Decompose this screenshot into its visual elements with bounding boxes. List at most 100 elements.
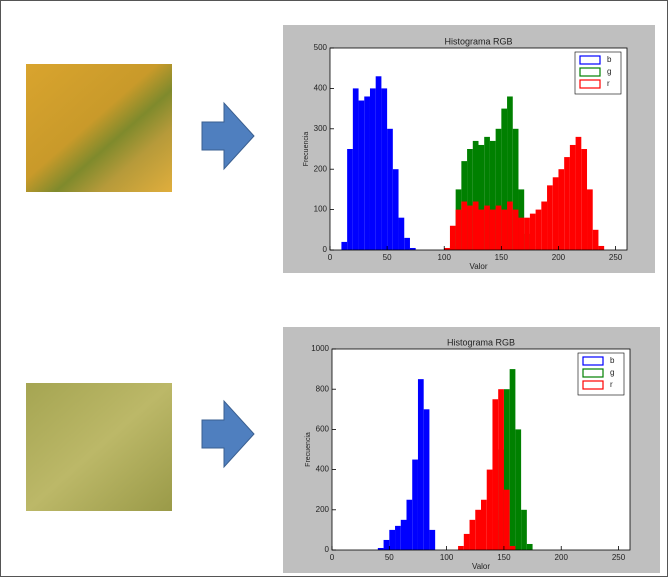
bar: [475, 509, 481, 550]
bar: [369, 88, 376, 251]
y-tick-label: 200: [314, 164, 328, 173]
x-axis-label: Valor: [472, 562, 490, 571]
bar: [541, 201, 548, 250]
legend-swatch: [579, 67, 601, 77]
bar: [409, 247, 416, 250]
y-tick-label: 100: [314, 205, 328, 214]
bar: [389, 529, 396, 550]
bar: [478, 144, 485, 250]
bar: [509, 545, 516, 550]
x-tick-label: 100: [438, 253, 452, 262]
legend-label: g: [607, 67, 611, 76]
bar: [507, 96, 513, 250]
x-tick-label: 50: [385, 553, 394, 562]
bar: [467, 149, 473, 250]
bar: [461, 201, 468, 250]
x-tick-label: 50: [383, 253, 392, 262]
bar: [498, 389, 504, 550]
bar: [489, 140, 496, 250]
bar: [406, 499, 413, 550]
y-tick-label: 300: [314, 124, 328, 133]
bar: [503, 489, 510, 550]
bar: [341, 241, 348, 250]
bar: [347, 149, 353, 250]
bar: [458, 545, 464, 550]
y-tick-label: 400: [314, 84, 328, 93]
bar: [501, 108, 508, 250]
x-tick-label: 0: [328, 253, 333, 262]
x-axis-label: Valor: [469, 262, 487, 271]
x-tick-label: 100: [440, 553, 454, 562]
bar: [352, 88, 359, 251]
bar: [581, 149, 588, 250]
bar: [486, 469, 493, 550]
bar: [381, 88, 388, 251]
y-axis-label: Frecuencia: [305, 432, 312, 467]
bar: [547, 185, 553, 250]
y-tick-label: 0: [325, 545, 330, 554]
chart-title: Histograma RGB: [447, 337, 515, 347]
legend-label: r: [607, 79, 610, 88]
bar: [535, 209, 542, 250]
y-tick-label: 400: [316, 465, 330, 474]
bar: [507, 201, 513, 250]
bar: [412, 459, 418, 550]
x-tick-label: 250: [609, 253, 623, 262]
bar: [503, 389, 510, 550]
bar: [569, 144, 576, 250]
bar: [495, 128, 502, 250]
bar: [469, 519, 476, 550]
legend-swatch: [582, 368, 604, 378]
bar: [509, 369, 516, 550]
bar: [518, 217, 525, 250]
y-tick-label: 1000: [311, 344, 329, 353]
bar: [484, 205, 490, 250]
x-tick-label: 200: [555, 553, 569, 562]
x-tick-label: 250: [612, 553, 626, 562]
bar: [515, 429, 522, 550]
bar: [449, 225, 456, 250]
y-tick-label: 600: [316, 425, 330, 434]
bar: [387, 128, 393, 250]
bar: [395, 525, 401, 550]
legend-label: g: [610, 368, 614, 377]
bar: [417, 379, 424, 550]
bar: [489, 209, 496, 250]
bar: [400, 519, 407, 550]
bar: [526, 543, 533, 550]
y-tick-label: 0: [323, 245, 328, 254]
bar: [492, 399, 499, 550]
bar: [444, 247, 450, 250]
legend: [574, 51, 622, 95]
bar: [404, 237, 410, 250]
x-tick-label: 200: [552, 253, 566, 262]
bar: [521, 509, 527, 550]
bar: [392, 169, 399, 250]
arrow: [201, 101, 255, 171]
plot-frame: [329, 47, 628, 251]
bar: [512, 128, 519, 250]
bar: [383, 539, 390, 550]
chart-title: Histograma RGB: [444, 36, 512, 46]
bar: [398, 217, 405, 250]
legend-label: b: [607, 55, 612, 64]
bar: [587, 189, 593, 250]
bar: [364, 96, 370, 250]
bar: [455, 209, 462, 250]
bar: [512, 209, 519, 250]
y-tick-label: 800: [316, 384, 330, 393]
bar: [467, 205, 473, 250]
legend-swatch: [582, 356, 604, 366]
bar: [564, 157, 570, 250]
plot-frame: [331, 348, 631, 551]
legend-swatch: [582, 380, 604, 390]
x-tick-label: 150: [495, 253, 509, 262]
legend-label: r: [610, 380, 613, 389]
leaf-image: [26, 64, 172, 192]
bar: [472, 201, 479, 250]
bar: [558, 169, 565, 250]
bar: [552, 177, 559, 250]
x-tick-label: 150: [497, 553, 511, 562]
